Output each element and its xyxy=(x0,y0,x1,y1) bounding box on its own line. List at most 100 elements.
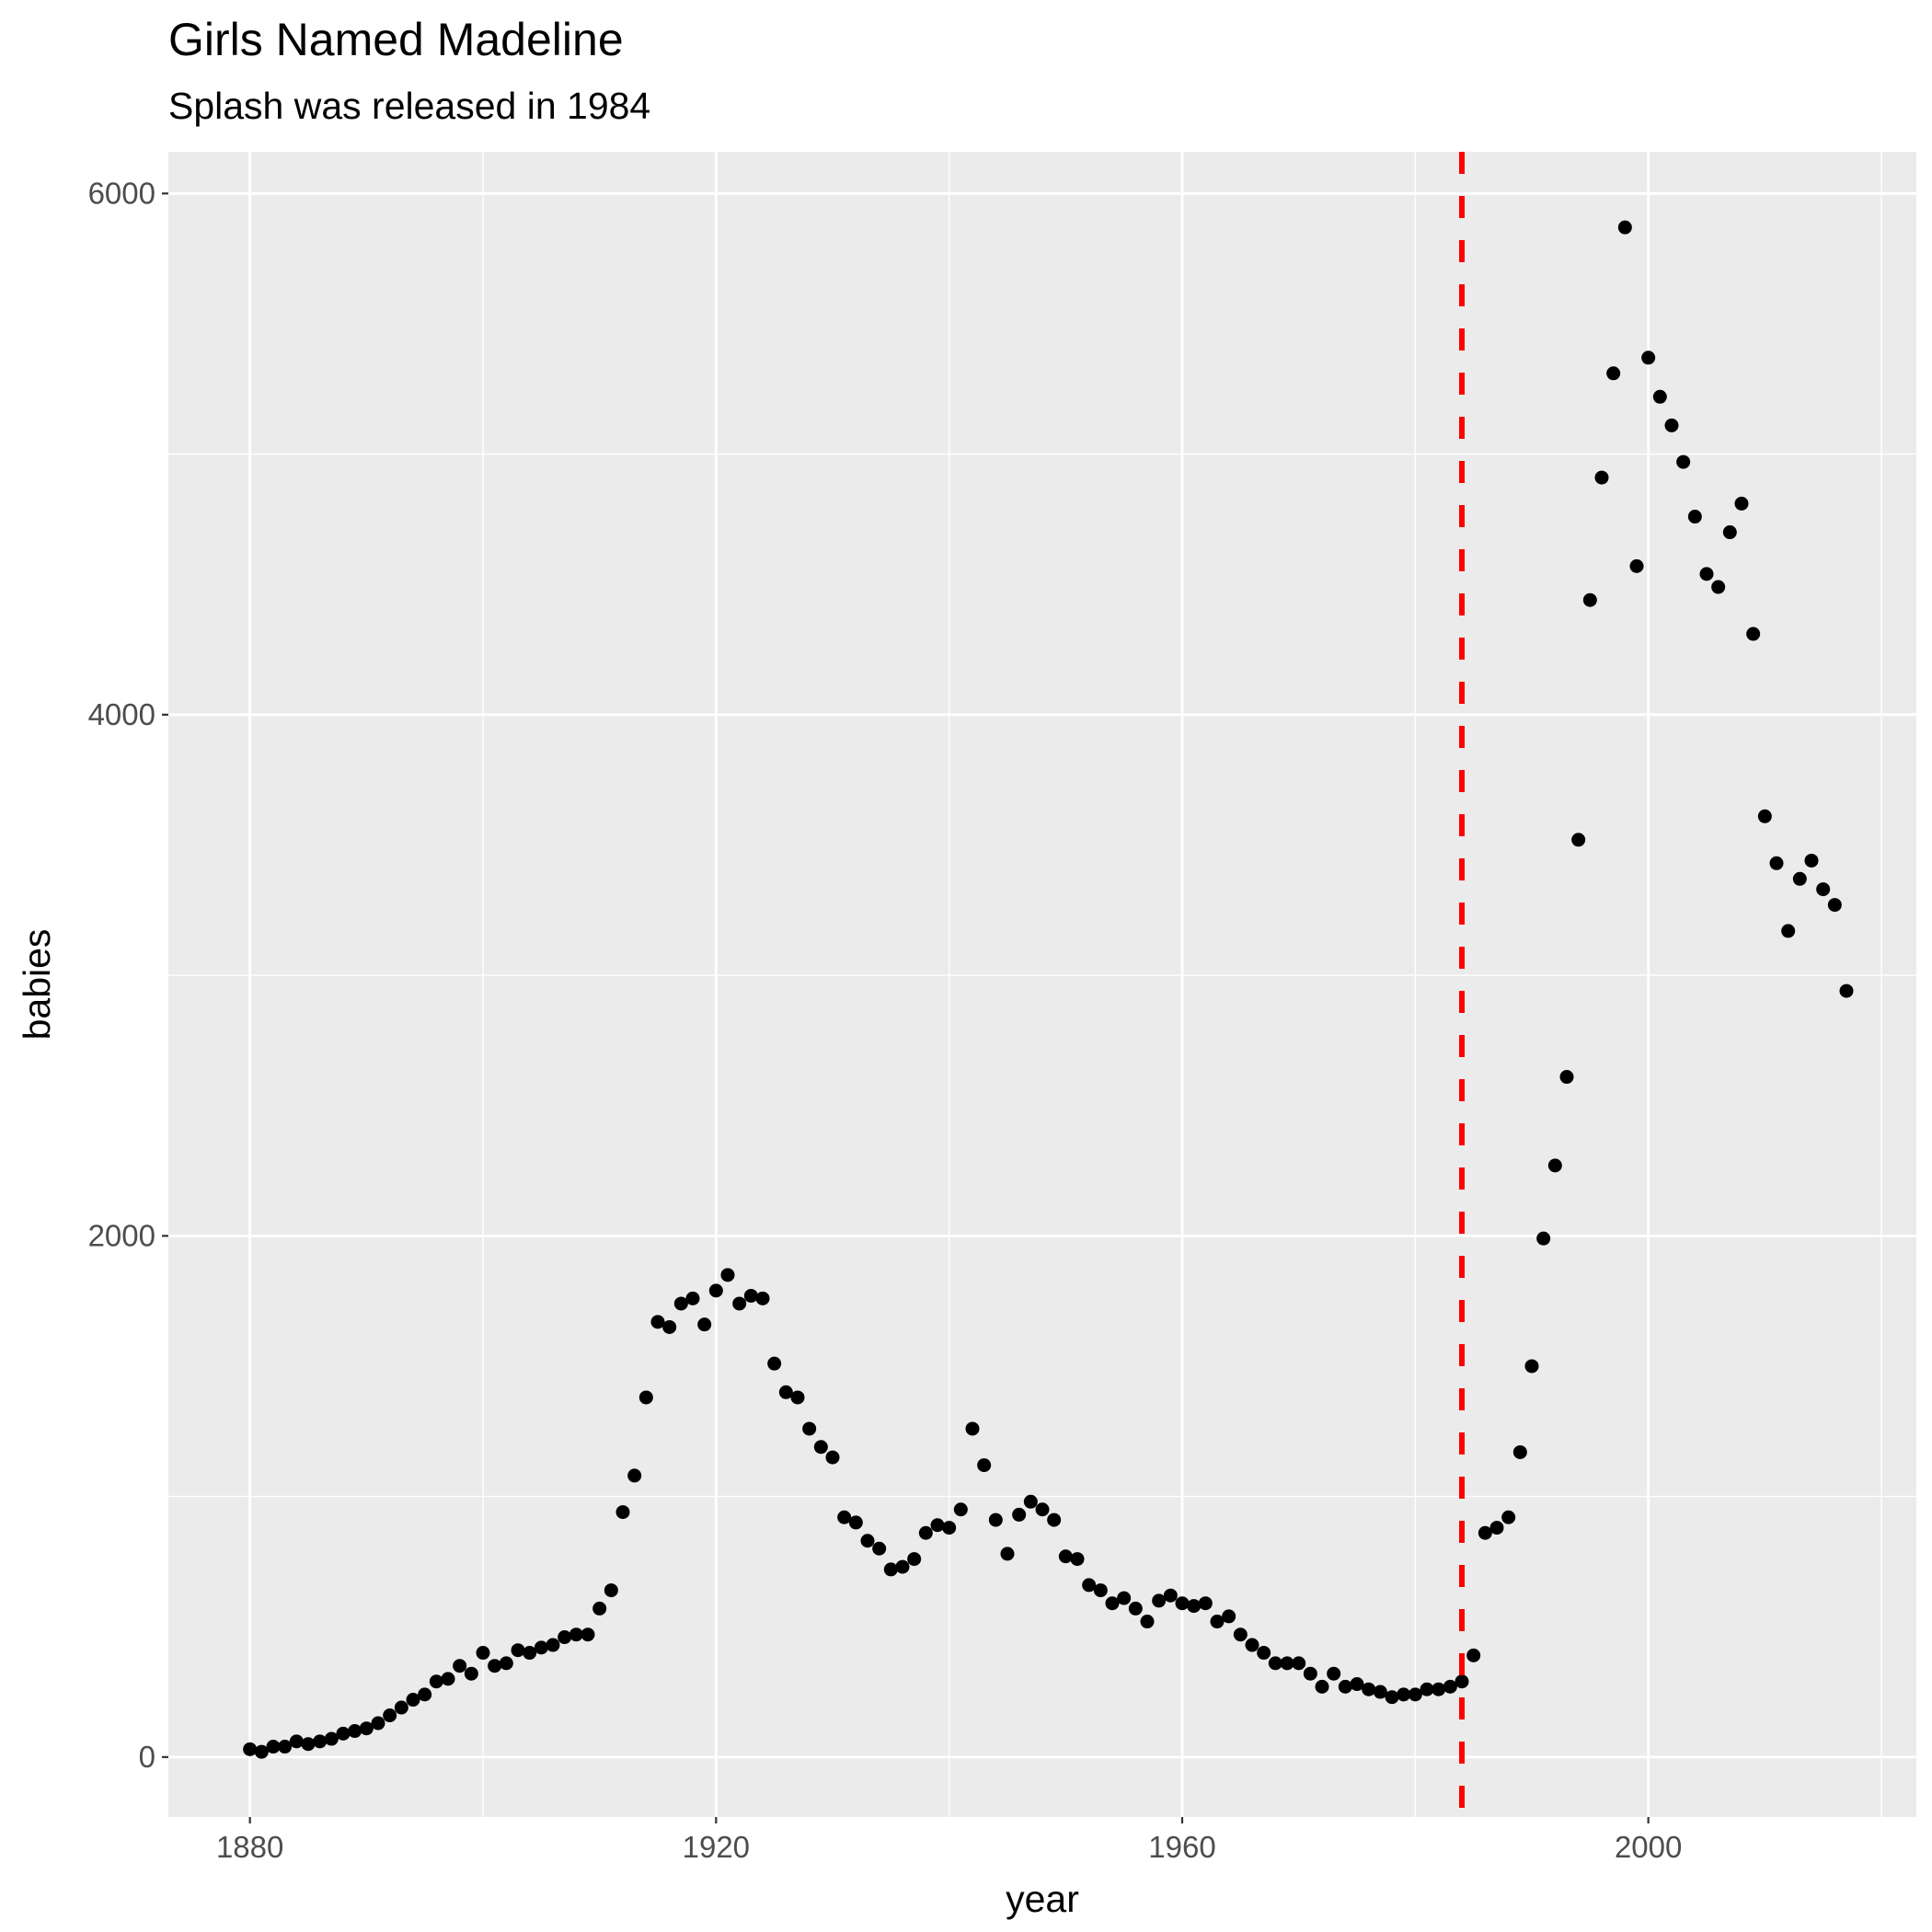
data-point xyxy=(1362,1682,1376,1696)
data-point xyxy=(1594,470,1609,485)
data-point xyxy=(673,1296,688,1311)
data-point xyxy=(1175,1596,1190,1611)
major-gridlines xyxy=(168,152,1916,1817)
data-point xyxy=(1338,1679,1352,1694)
data-point xyxy=(755,1291,770,1305)
data-point xyxy=(1408,1687,1422,1702)
data-point xyxy=(1245,1638,1259,1652)
data-point xyxy=(383,1708,397,1723)
data-point xyxy=(336,1726,351,1741)
data-point xyxy=(1769,856,1784,870)
data-point xyxy=(918,1525,933,1540)
data-point xyxy=(1198,1596,1213,1611)
data-point xyxy=(1536,1231,1551,1246)
data-point xyxy=(348,1724,362,1739)
data-point xyxy=(1350,1677,1364,1692)
data-point xyxy=(965,1421,980,1436)
data-point xyxy=(453,1659,467,1673)
data-point xyxy=(394,1700,408,1715)
data-point xyxy=(301,1737,316,1752)
data-point xyxy=(1827,898,1842,913)
data-point xyxy=(907,1552,922,1567)
data-point xyxy=(1140,1615,1155,1629)
data-point xyxy=(732,1296,747,1311)
data-point xyxy=(872,1541,887,1556)
data-point xyxy=(1804,853,1819,868)
data-point xyxy=(1023,1494,1038,1509)
data-point xyxy=(1455,1674,1469,1689)
data-point xyxy=(813,1440,828,1455)
data-point xyxy=(1629,558,1644,573)
data-point xyxy=(488,1659,502,1673)
data-point xyxy=(371,1716,385,1731)
data-point xyxy=(1315,1679,1329,1694)
data-point xyxy=(1559,1070,1574,1085)
y-tick-label: 2000 xyxy=(88,1218,155,1252)
data-point xyxy=(406,1693,420,1708)
data-point xyxy=(1420,1682,1434,1696)
data-point xyxy=(860,1534,875,1548)
data-point xyxy=(1746,627,1761,641)
data-point xyxy=(243,1742,258,1756)
data-point xyxy=(825,1450,840,1465)
y-tick-label: 4000 xyxy=(88,697,155,731)
data-point xyxy=(988,1512,1003,1527)
data-point xyxy=(1722,525,1737,540)
data-point xyxy=(1385,1690,1399,1705)
data-point xyxy=(638,1390,653,1405)
x-tick-label: 1960 xyxy=(1148,1830,1215,1864)
data-points xyxy=(243,220,1854,1759)
data-point xyxy=(1582,592,1597,607)
data-point xyxy=(1222,1609,1236,1624)
data-point xyxy=(848,1515,863,1530)
data-point xyxy=(569,1627,583,1642)
data-point xyxy=(1257,1646,1271,1661)
data-point xyxy=(627,1468,642,1483)
data-point xyxy=(1268,1656,1282,1671)
data-point xyxy=(1641,351,1656,365)
data-point xyxy=(1466,1648,1481,1662)
data-point xyxy=(546,1638,560,1652)
data-point xyxy=(1816,882,1831,897)
data-point xyxy=(278,1740,293,1754)
data-point xyxy=(1035,1502,1050,1517)
data-point xyxy=(883,1562,898,1577)
data-point xyxy=(1652,389,1667,404)
data-point xyxy=(743,1288,758,1303)
data-point xyxy=(1571,833,1586,847)
data-point xyxy=(767,1356,782,1371)
data-point xyxy=(1443,1679,1457,1694)
data-point xyxy=(1012,1507,1027,1522)
tick-labels: 1880 1920 1960 2000 0 2000 4000 6000 xyxy=(88,176,1683,1864)
data-point xyxy=(1397,1687,1411,1702)
data-point xyxy=(953,1502,968,1517)
data-point xyxy=(1699,567,1714,581)
data-point xyxy=(1664,418,1679,432)
data-point xyxy=(662,1319,677,1334)
chart-subtitle: Splash was released in 1984 xyxy=(168,85,651,127)
data-point xyxy=(266,1740,281,1754)
data-point xyxy=(1163,1588,1178,1603)
data-point xyxy=(802,1421,817,1436)
data-point xyxy=(1280,1656,1294,1671)
data-point xyxy=(511,1643,525,1658)
data-point xyxy=(324,1731,339,1746)
data-point xyxy=(1000,1547,1015,1561)
data-point xyxy=(1432,1682,1446,1696)
data-point xyxy=(476,1646,490,1661)
data-point xyxy=(418,1687,432,1702)
data-point xyxy=(592,1601,607,1616)
data-point xyxy=(778,1385,793,1399)
data-point xyxy=(1547,1158,1562,1173)
data-point xyxy=(1711,580,1726,594)
y-tick-label: 0 xyxy=(139,1740,155,1774)
data-point xyxy=(1757,809,1772,823)
data-point xyxy=(581,1627,595,1642)
data-point xyxy=(1606,366,1621,381)
data-point xyxy=(1489,1521,1504,1535)
data-point xyxy=(1292,1656,1306,1671)
data-point xyxy=(1210,1615,1225,1629)
data-point xyxy=(359,1721,374,1736)
data-point xyxy=(558,1630,572,1645)
